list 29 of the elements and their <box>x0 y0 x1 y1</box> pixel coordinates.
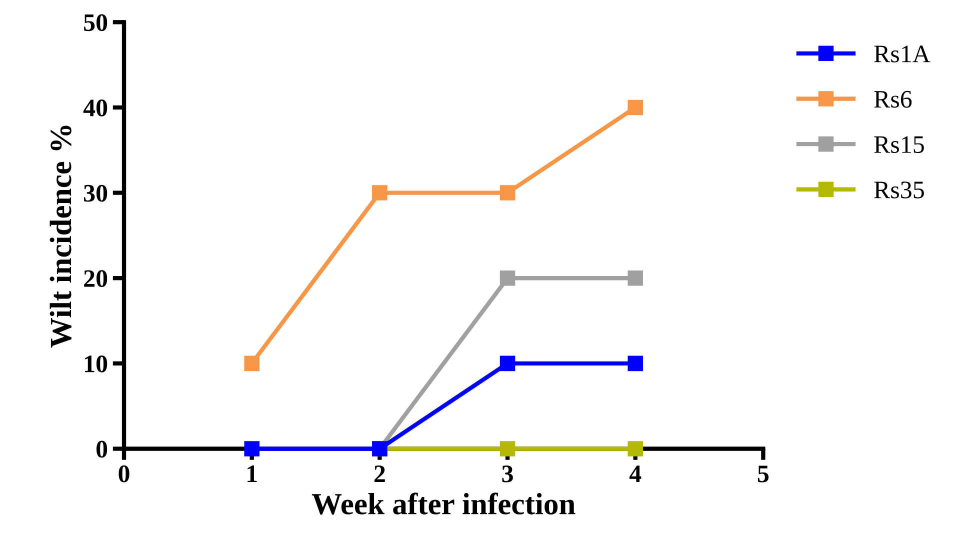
y-tick-label: 40 <box>83 100 108 116</box>
legend-label: Rs35 <box>874 182 924 198</box>
y-tick-label: 50 <box>84 14 108 32</box>
x-tick-label: 5 <box>758 466 769 482</box>
legend-label: Rs15 <box>874 136 924 154</box>
y-tick-label: 20 <box>84 270 108 288</box>
legend-label: Rs6 <box>874 90 912 108</box>
point <box>628 441 644 456</box>
point <box>244 441 260 456</box>
point <box>628 100 644 116</box>
point <box>500 185 516 200</box>
y-axis-title: Wilt incidence % <box>50 126 72 348</box>
x-tick-label: 1 <box>248 466 257 482</box>
y-tick-label: 0 <box>96 440 108 458</box>
x-axis-title: Week after infection <box>312 492 576 515</box>
point <box>500 441 516 456</box>
point <box>628 356 644 372</box>
point <box>500 270 516 286</box>
point <box>244 356 260 372</box>
legend-label: Rs1A <box>874 46 930 62</box>
y-tick-label: 10 <box>85 355 108 372</box>
point <box>628 270 644 286</box>
point <box>372 185 388 200</box>
y-tick-label: 30 <box>84 184 108 202</box>
x-tick-label: 0 <box>118 465 130 482</box>
point <box>500 356 516 372</box>
x-tick-label: 3 <box>502 466 513 482</box>
x-tick-label: 2 <box>374 466 385 482</box>
x-tick-label: 4 <box>629 466 642 482</box>
